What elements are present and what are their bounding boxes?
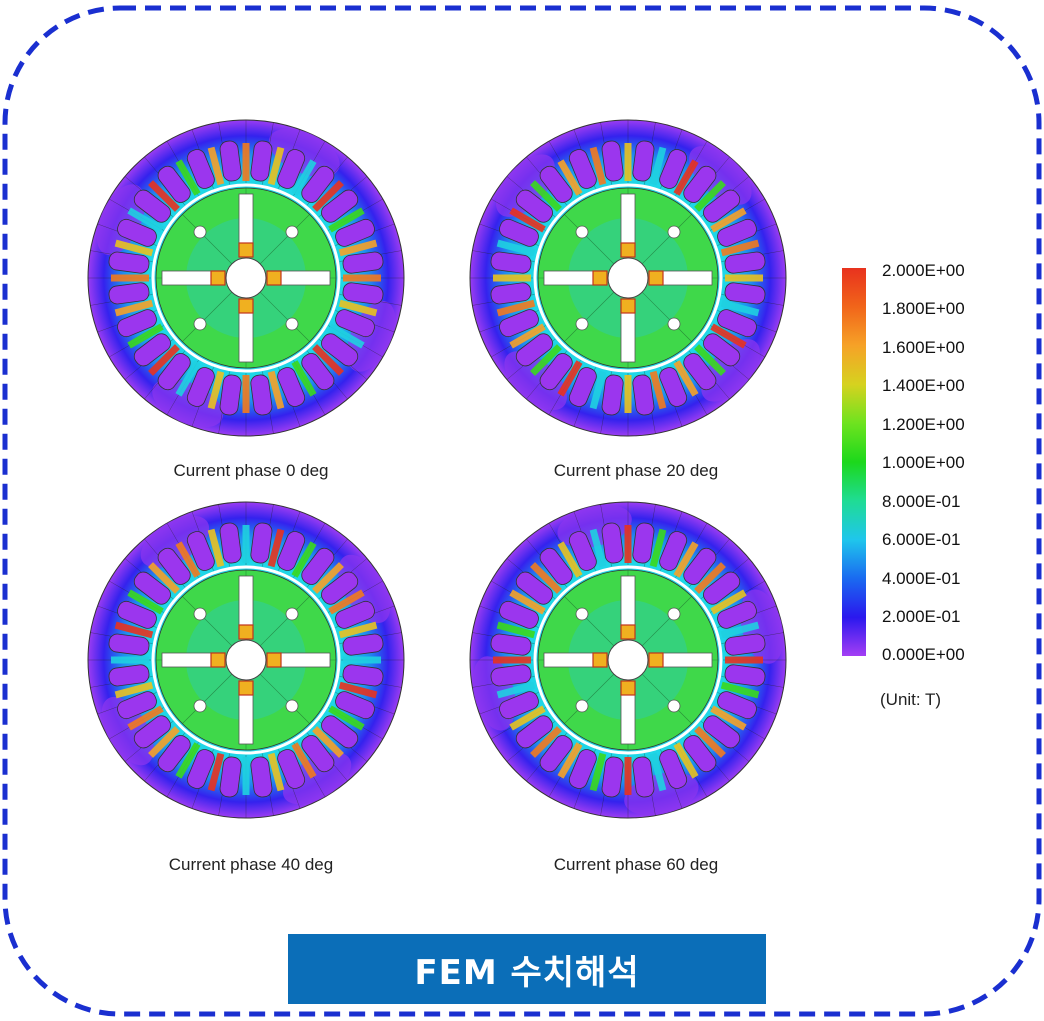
legend-label: 0.000E+00 [882, 645, 965, 664]
title-banner-label: FEM 수치해석 [414, 952, 640, 993]
legend-unit: (Unit: T) [880, 690, 942, 709]
panel-caption-0deg: Current phase 0 deg [173, 461, 329, 480]
motor-flux-plot-60deg [468, 500, 788, 820]
title-banner: FEM 수치해석 [288, 934, 766, 1004]
panel-caption-40deg: Current phase 40 deg [168, 855, 334, 874]
legend-label: 1.600E+00 [882, 338, 965, 357]
legend-label: 8.000E-01 [882, 492, 961, 511]
legend-label: 4.000E-01 [882, 569, 961, 588]
motor-flux-plot-20deg [468, 118, 788, 438]
panel-caption-20deg: Current phase 20 deg [553, 461, 719, 480]
motor-flux-plot-0deg [86, 118, 406, 438]
flux-density-colorbar [842, 268, 866, 656]
legend-label: 1.400E+00 [882, 376, 965, 395]
legend-label: 2.000E+00 [882, 261, 965, 280]
legend-label: 1.000E+00 [882, 453, 965, 472]
legend-label: 1.200E+00 [882, 415, 965, 434]
motor-flux-plot-40deg [86, 500, 406, 820]
legend-label: 6.000E-01 [882, 530, 961, 549]
legend-label: 1.800E+00 [882, 299, 965, 318]
panel-caption-60deg: Current phase 60 deg [553, 855, 719, 874]
legend-label: 2.000E-01 [882, 607, 961, 626]
